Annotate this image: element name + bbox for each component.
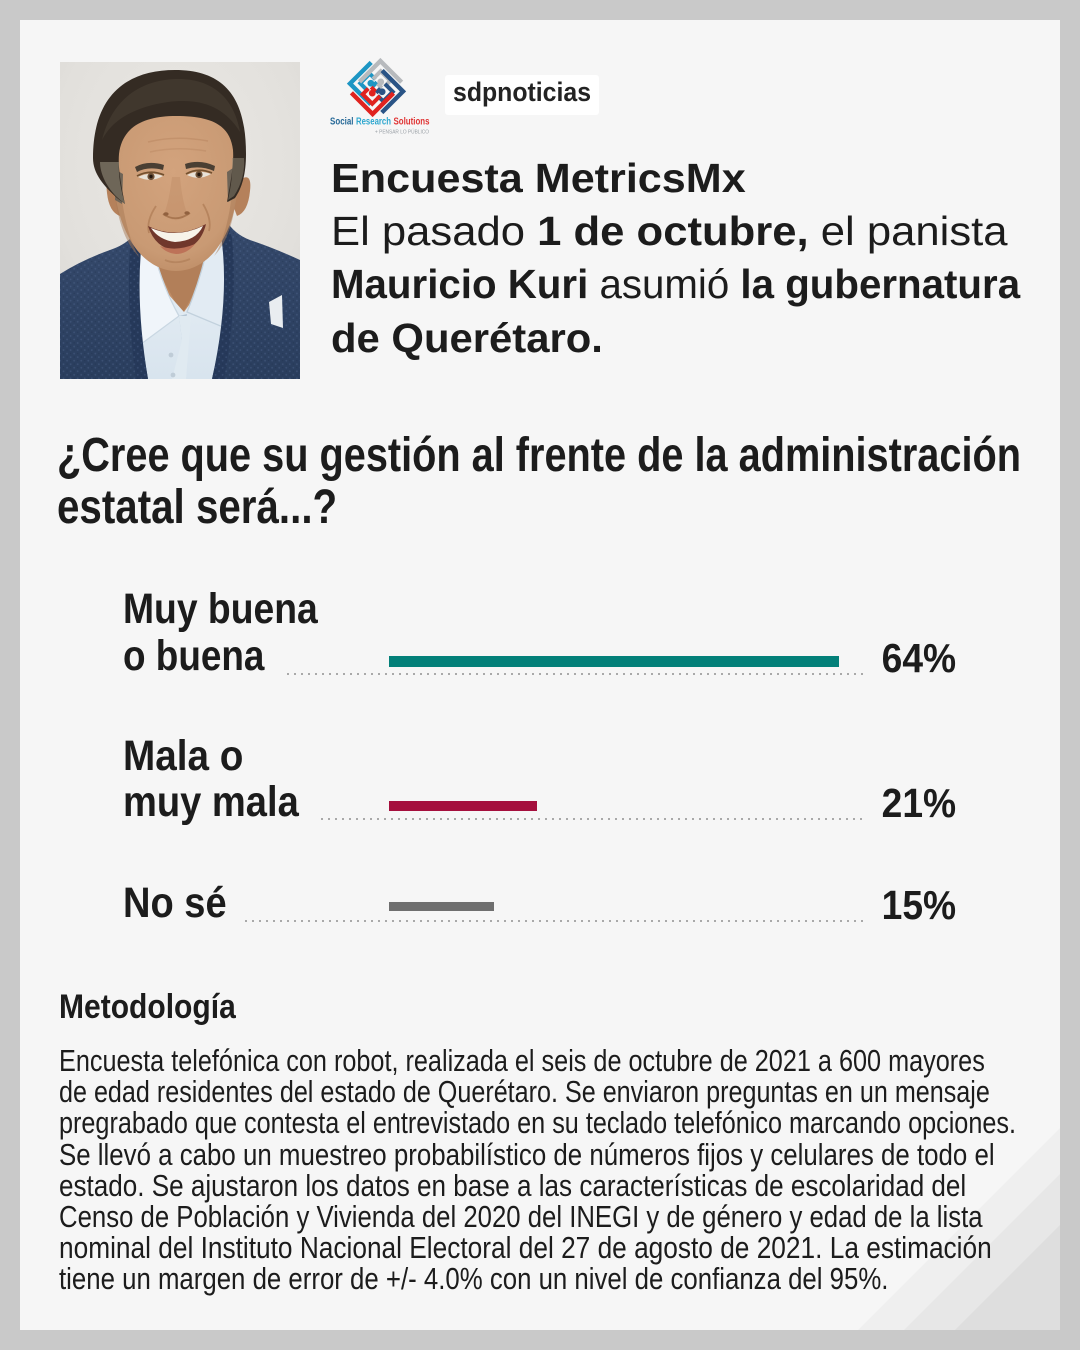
svg-text:+ PENSAR LO PÚBLICO: + PENSAR LO PÚBLICO: [375, 129, 429, 136]
svg-text:Social: Social: [330, 117, 354, 128]
svg-text:Research: Research: [356, 117, 391, 128]
svg-text:Solutions: Solutions: [394, 117, 430, 128]
